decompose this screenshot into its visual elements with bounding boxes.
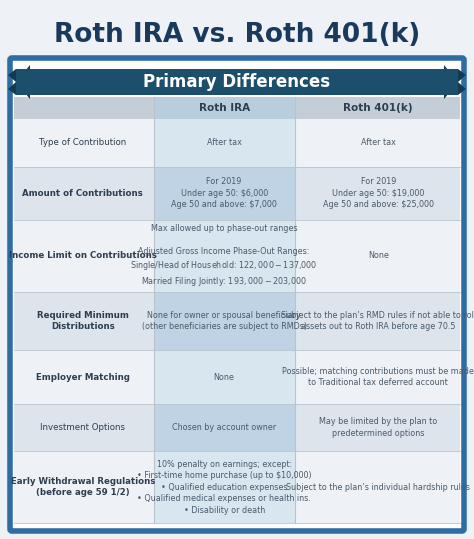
Polygon shape <box>16 65 30 99</box>
Bar <box>154 292 295 350</box>
Text: Subject to the plan’s RMD rules if not able to roll
assets out to Roth IRA befor: Subject to the plan’s RMD rules if not a… <box>281 311 474 331</box>
Polygon shape <box>458 69 466 82</box>
Bar <box>14 119 154 167</box>
Text: Max allowed up to phase-out ranges

Adjusted Gross Income Phase-Out Ranges:
Sing: Max allowed up to phase-out ranges Adjus… <box>130 224 318 288</box>
Bar <box>295 119 460 167</box>
Text: Income Limit on Contributions: Income Limit on Contributions <box>9 251 157 260</box>
Text: Roth IRA: Roth IRA <box>199 103 250 113</box>
Text: Roth 401(k): Roth 401(k) <box>344 103 413 113</box>
Text: Possible; matching contributions must be made
to Traditional tax deferred accoun: Possible; matching contributions must be… <box>283 367 474 387</box>
Polygon shape <box>8 69 16 82</box>
Bar <box>154 350 295 404</box>
Text: Amount of Contributions: Amount of Contributions <box>22 189 143 198</box>
Bar <box>14 292 154 350</box>
Polygon shape <box>444 65 458 99</box>
Text: Investment Options: Investment Options <box>40 423 126 432</box>
Bar <box>14 451 154 523</box>
Polygon shape <box>8 82 16 95</box>
Bar <box>154 167 295 220</box>
Text: Early Withdrawal Regulations
(before age 59 1/2): Early Withdrawal Regulations (before age… <box>11 477 155 497</box>
Text: After tax: After tax <box>207 139 242 147</box>
Bar <box>154 97 295 119</box>
Text: None: None <box>214 372 235 382</box>
Bar <box>14 220 154 292</box>
Text: Employer Matching: Employer Matching <box>36 372 130 382</box>
Text: None for owner or spousal beneficiary
(other beneficiaries are subject to RMDs): None for owner or spousal beneficiary (o… <box>142 311 307 331</box>
Text: Roth IRA vs. Roth 401(k): Roth IRA vs. Roth 401(k) <box>54 22 420 48</box>
Bar <box>295 220 460 292</box>
Text: Required Minimum
Distributions: Required Minimum Distributions <box>37 311 129 331</box>
Text: For 2019
Under age 50: $19,000
Age 50 and above: $25,000: For 2019 Under age 50: $19,000 Age 50 an… <box>323 177 434 209</box>
Text: May be limited by the plan to
predetermined options: May be limited by the plan to predetermi… <box>319 417 438 438</box>
Text: Primary Differences: Primary Differences <box>144 73 330 91</box>
Bar <box>295 292 460 350</box>
Text: Type of Contribution: Type of Contribution <box>39 139 127 147</box>
Bar <box>14 350 154 404</box>
Polygon shape <box>458 82 466 95</box>
Bar <box>295 404 460 451</box>
Bar <box>16 69 458 95</box>
Text: Chosen by account owner: Chosen by account owner <box>172 423 276 432</box>
Text: None: None <box>368 251 389 260</box>
Bar <box>154 404 295 451</box>
FancyBboxPatch shape <box>10 58 464 531</box>
Bar <box>14 97 460 119</box>
Bar <box>154 119 295 167</box>
Bar <box>295 451 460 523</box>
Bar <box>154 220 295 292</box>
Text: For 2019
Under age 50: $6,000
Age 50 and above: $7,000: For 2019 Under age 50: $6,000 Age 50 and… <box>171 177 277 209</box>
Text: Subject to the plan’s individual hardship rules: Subject to the plan’s individual hardshi… <box>286 483 470 492</box>
Text: 10% penalty on earnings; except:
• First-time home purchase (up to $10,000)
• Qu: 10% penalty on earnings; except: • First… <box>137 460 311 515</box>
Bar <box>295 167 460 220</box>
Bar <box>14 404 154 451</box>
Text: After tax: After tax <box>361 139 396 147</box>
Bar <box>154 451 295 523</box>
Bar <box>295 350 460 404</box>
Bar <box>14 167 154 220</box>
